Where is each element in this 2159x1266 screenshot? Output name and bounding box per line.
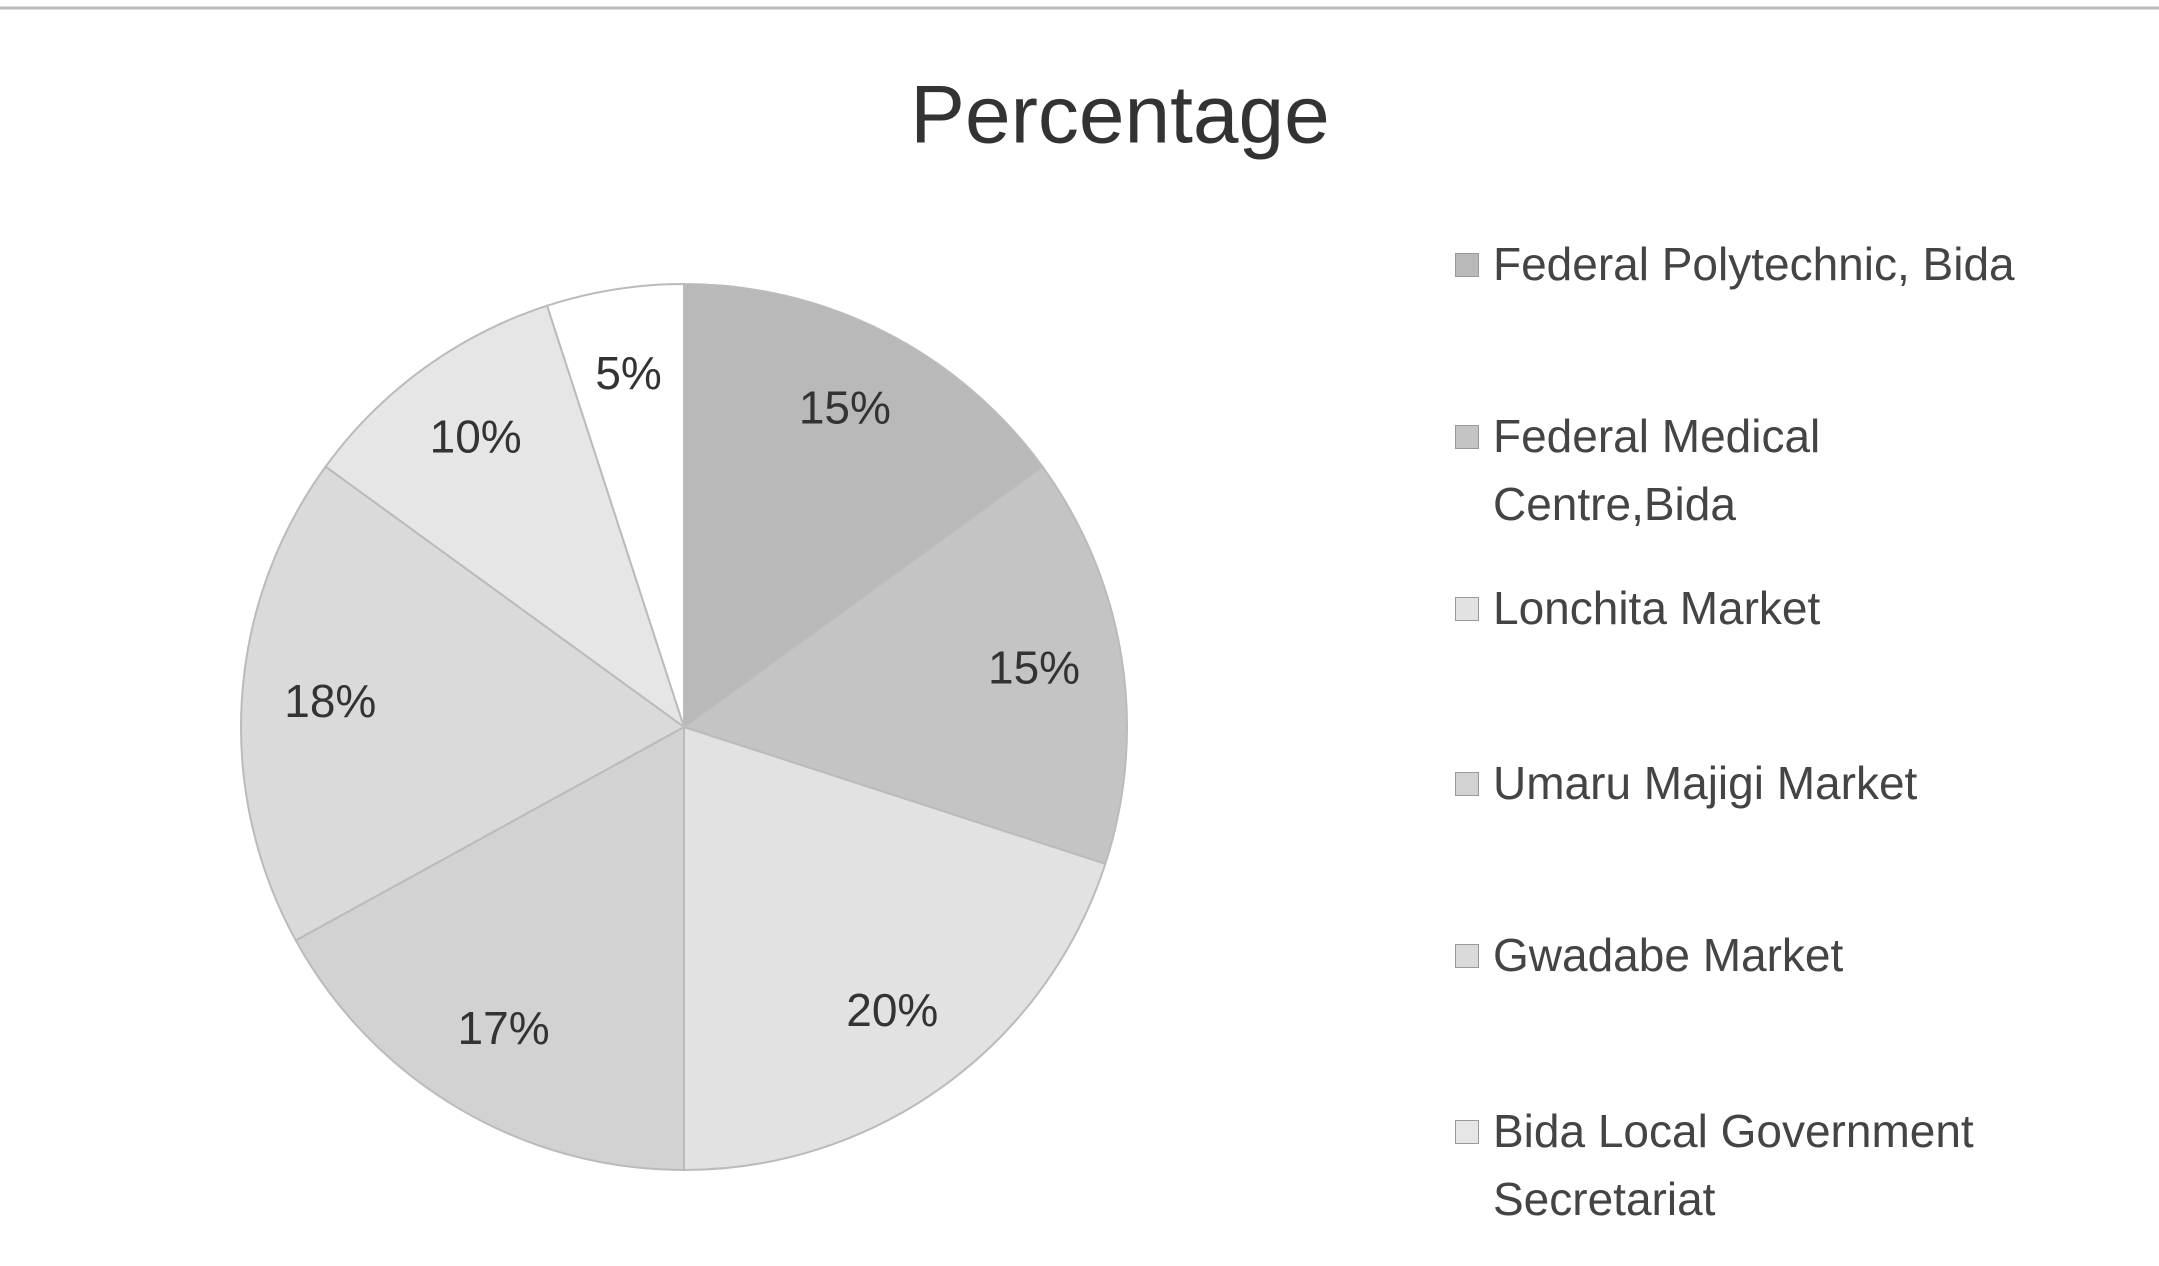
chart-title: Percentage [910,70,1329,161]
data-label: 15% [988,642,1080,694]
legend-swatch [1455,944,1479,968]
legend-item: Federal Medical Centre,Bida [1455,402,2055,538]
data-label: 5% [595,347,661,399]
pie-slice [683,725,1107,1172]
legend-swatch [1455,597,1479,621]
legend-item: Federal Polytechnic, Bida [1455,230,2055,298]
data-label: 20% [846,984,938,1036]
legend-label: Federal Medical Centre,Bida [1493,410,1821,530]
legend-swatch [1455,253,1479,277]
legend-item: Gwadabe Market [1455,921,2055,989]
legend-item: Lonchita Market [1455,574,2055,642]
legend-label: Federal Polytechnic, Bida [1493,238,2015,290]
pie-slice [240,465,686,942]
legend-label: Lonchita Market [1493,582,1821,634]
legend-label: Umaru Majigi Market [1493,757,1918,809]
data-label: 15% [799,381,891,433]
data-label: 10% [430,410,522,462]
data-label: 18% [284,675,376,727]
legend-swatch [1455,425,1479,449]
legend-swatch [1455,772,1479,796]
data-label: 17% [458,1002,550,1054]
legend-item: Umaru Majigi Market [1455,749,2055,817]
pie-slice [681,465,1128,866]
legend-item: Bida Local Government Secretariat [1455,1097,2055,1233]
pie-slice [294,725,685,1172]
pie-slice [545,282,685,728]
legend-swatch [1455,1120,1479,1144]
legend-label: Gwadabe Market [1493,929,1844,981]
pie-slice [324,304,686,730]
legend-label: Bida Local Government Secretariat [1493,1105,1974,1225]
pie-slice [683,282,1044,729]
